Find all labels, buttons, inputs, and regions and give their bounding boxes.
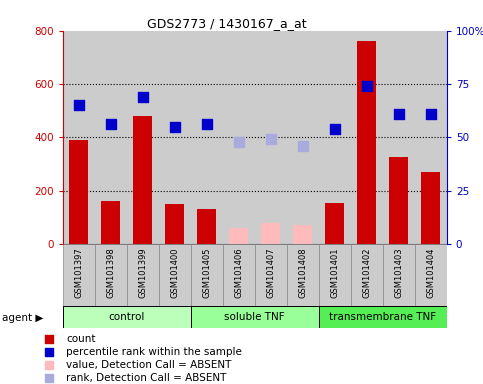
Bar — [351, 244, 383, 307]
Bar — [63, 31, 95, 244]
Bar — [191, 244, 223, 307]
Point — [331, 126, 339, 132]
Point — [45, 336, 53, 342]
Bar — [63, 244, 95, 307]
Bar — [133, 116, 153, 244]
Bar — [69, 140, 88, 244]
Bar — [287, 31, 319, 244]
Text: GSM101400: GSM101400 — [170, 247, 179, 298]
Bar — [319, 31, 351, 244]
Bar — [95, 31, 127, 244]
Bar — [389, 157, 409, 244]
Bar — [159, 244, 191, 307]
Bar — [415, 244, 447, 307]
Bar — [319, 244, 351, 307]
Bar — [293, 225, 313, 244]
Point — [75, 102, 83, 108]
Text: soluble TNF: soluble TNF — [225, 312, 285, 322]
Text: agent ▶: agent ▶ — [2, 313, 44, 323]
Text: GSM101406: GSM101406 — [234, 247, 243, 298]
Text: rank, Detection Call = ABSENT: rank, Detection Call = ABSENT — [66, 372, 227, 382]
Bar — [383, 244, 415, 307]
Text: GSM101404: GSM101404 — [426, 247, 435, 298]
Text: GSM101408: GSM101408 — [298, 247, 307, 298]
Text: GSM101405: GSM101405 — [202, 247, 211, 298]
Bar — [319, 306, 447, 328]
Bar — [357, 41, 376, 244]
Text: count: count — [66, 334, 96, 344]
Bar — [351, 31, 383, 244]
Text: GSM101399: GSM101399 — [138, 247, 147, 298]
Bar — [63, 306, 191, 328]
Bar — [223, 244, 255, 307]
Bar — [325, 202, 344, 244]
Bar — [127, 244, 159, 307]
Bar — [383, 31, 415, 244]
Point — [171, 124, 179, 130]
Point — [299, 143, 307, 149]
Bar — [95, 244, 127, 307]
Bar — [165, 204, 185, 244]
Bar — [229, 228, 248, 244]
Point — [235, 139, 242, 145]
Bar — [101, 201, 120, 244]
Text: GSM101402: GSM101402 — [362, 247, 371, 298]
Bar — [415, 31, 447, 244]
Point — [267, 136, 275, 142]
Point — [395, 111, 403, 117]
Text: GSM101407: GSM101407 — [266, 247, 275, 298]
Point — [45, 361, 53, 367]
Bar — [287, 244, 319, 307]
Text: GSM101401: GSM101401 — [330, 247, 339, 298]
Bar — [191, 306, 319, 328]
Text: percentile rank within the sample: percentile rank within the sample — [66, 347, 242, 357]
Text: value, Detection Call = ABSENT: value, Detection Call = ABSENT — [66, 359, 232, 369]
Point — [363, 83, 370, 89]
Bar — [191, 31, 223, 244]
Bar — [159, 31, 191, 244]
Bar — [255, 244, 287, 307]
Bar — [197, 209, 216, 244]
Point — [139, 94, 147, 100]
Text: GSM101403: GSM101403 — [394, 247, 403, 298]
Text: GSM101398: GSM101398 — [106, 247, 115, 298]
Text: transmembrane TNF: transmembrane TNF — [329, 312, 436, 322]
Bar — [255, 31, 287, 244]
Bar — [127, 31, 159, 244]
Bar — [261, 223, 281, 244]
Text: control: control — [109, 312, 145, 322]
Point — [45, 349, 53, 355]
Bar — [421, 172, 440, 244]
Bar — [223, 31, 255, 244]
Point — [203, 121, 211, 127]
Text: GSM101397: GSM101397 — [74, 247, 83, 298]
Text: GDS2773 / 1430167_a_at: GDS2773 / 1430167_a_at — [147, 17, 307, 30]
Point — [107, 121, 114, 127]
Point — [427, 111, 435, 117]
Point — [45, 374, 53, 381]
